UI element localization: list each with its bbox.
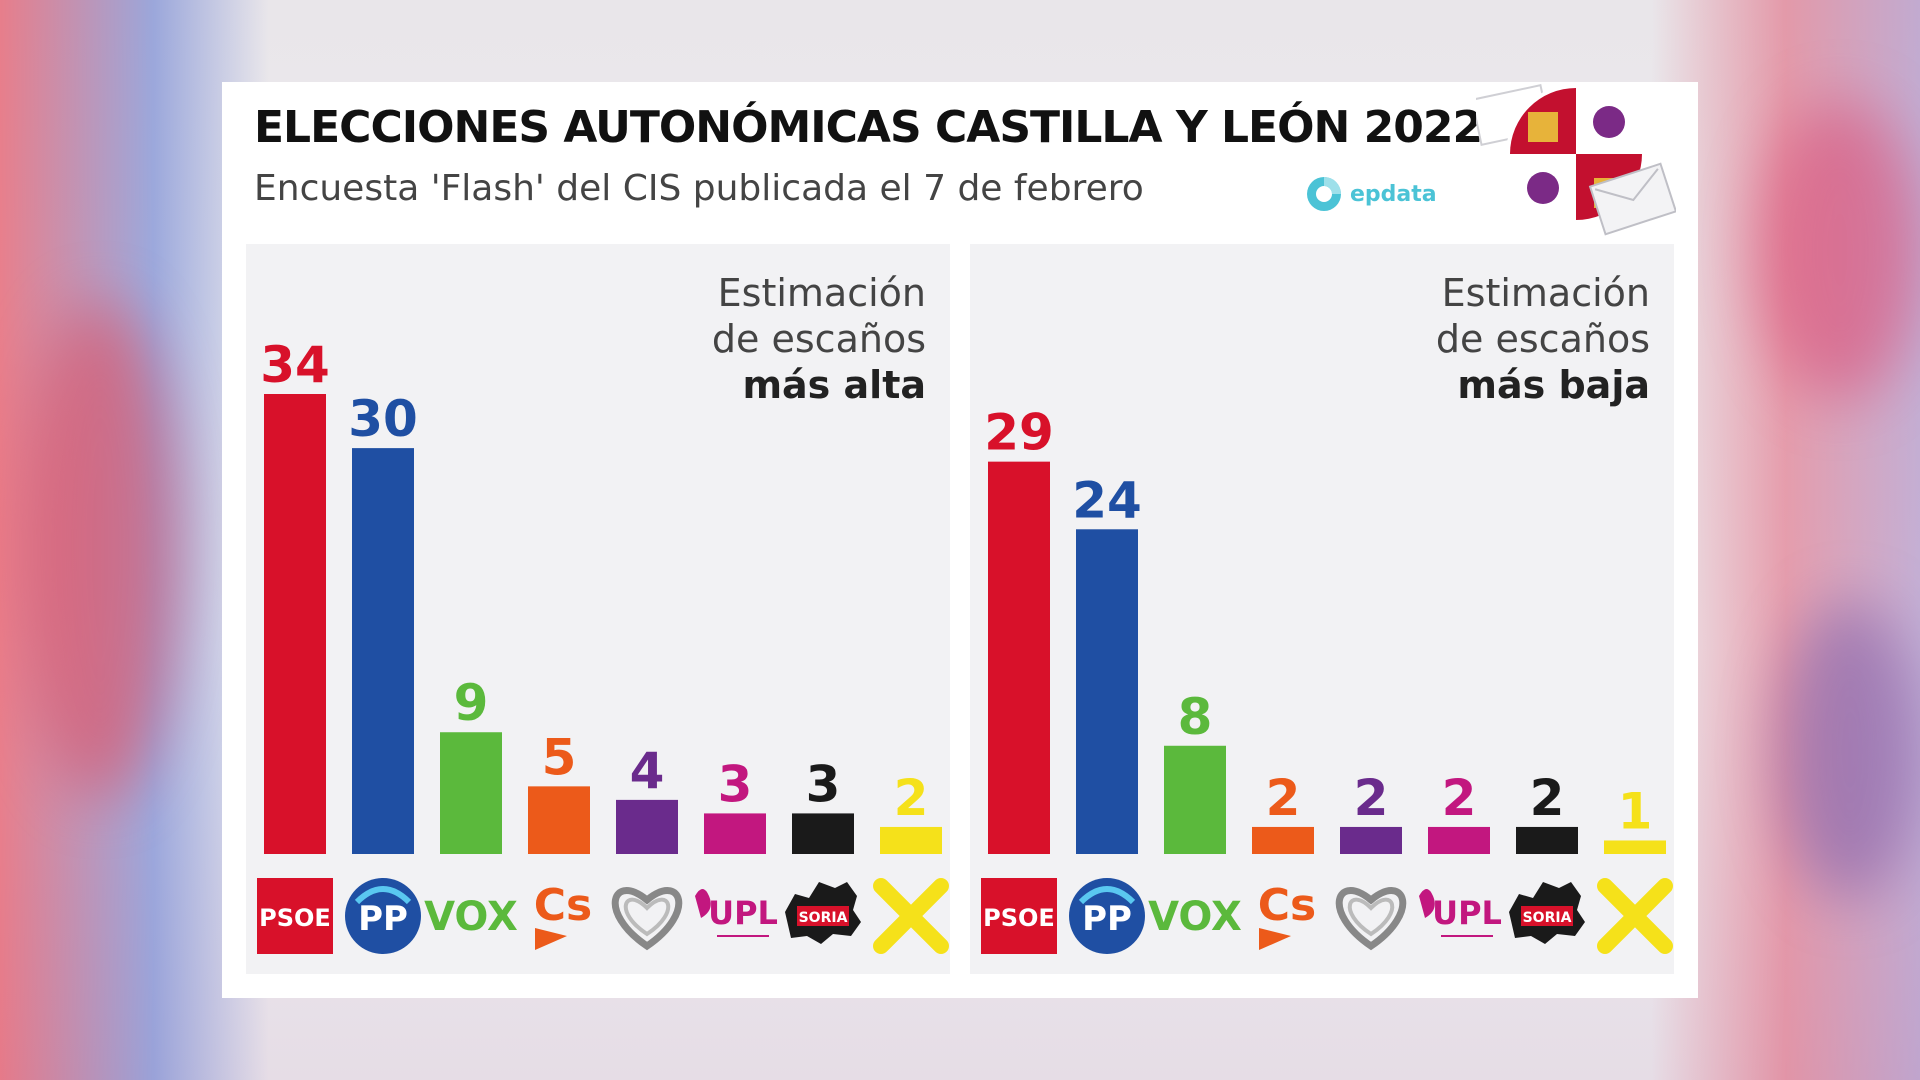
value-label-soria: 3 — [806, 755, 841, 813]
caption-line-1: Estimación — [1441, 271, 1650, 315]
bar-pp — [352, 448, 414, 854]
cs-logo-icon: Cs — [1258, 880, 1316, 950]
pp-logo-icon: PP — [1069, 878, 1145, 954]
svg-text:UPL: UPL — [1432, 894, 1502, 932]
bar-podemos — [1340, 826, 1402, 854]
value-label-podemos: 4 — [630, 742, 665, 800]
bar-xav — [880, 826, 942, 854]
soria-logo-icon: SORIA — [785, 882, 861, 944]
podemos-logo-icon — [611, 887, 683, 951]
vox-logo-icon: VOX — [424, 894, 518, 940]
chart-card: ELECCIONES AUTONÓMICAS CASTILLA Y LEÓN 2… — [222, 82, 1698, 998]
panel-caption: Estimación de escaños más baja — [1436, 270, 1650, 408]
value-label-upl: 3 — [718, 755, 753, 813]
caption-line-3: más alta — [742, 363, 926, 407]
value-label-vox: 8 — [1178, 688, 1213, 746]
psoe-logo-icon: PSOE — [981, 878, 1057, 954]
brand-name: epdata — [1350, 181, 1437, 207]
bar-vox — [440, 732, 502, 854]
upl-logo-icon: UPL — [695, 889, 778, 937]
bar-podemos — [616, 799, 678, 854]
podemos-logo-icon — [1335, 887, 1407, 951]
xav-logo-icon — [1597, 878, 1673, 954]
brand-logo: epdata — [1304, 174, 1437, 214]
bar-soria — [792, 813, 854, 854]
svg-text:PSOE: PSOE — [259, 904, 331, 932]
value-label-vox: 9 — [454, 674, 489, 732]
value-label-cs: 5 — [542, 728, 577, 786]
value-label-psoe: 34 — [260, 336, 330, 394]
bar-soria — [1516, 826, 1578, 854]
pp-logo-icon: PP — [345, 878, 421, 954]
caption-line-3: más baja — [1457, 363, 1650, 407]
castilla-leon-crest-icon — [1476, 84, 1676, 236]
bar-vox — [1164, 745, 1226, 854]
bar-xav — [1604, 840, 1666, 854]
epdata-icon — [1307, 177, 1341, 211]
panel-highest-estimate: Estimación de escaños más alta 34 PSOE 30 P… — [246, 244, 950, 974]
bar-cs — [1252, 826, 1314, 854]
svg-text:Cs: Cs — [1258, 880, 1316, 931]
soria-logo-icon: SORIA — [1509, 882, 1585, 944]
bar-upl — [1428, 826, 1490, 854]
value-label-upl: 2 — [1442, 769, 1477, 827]
xav-logo-icon — [873, 878, 949, 954]
value-label-xav: 1 — [1618, 782, 1653, 840]
upl-logo-icon: UPL — [1419, 889, 1502, 937]
svg-text:SORIA: SORIA — [799, 910, 848, 926]
panel-lowest-estimate: Estimación de escaños más baja 29 PSOE 24 P… — [970, 244, 1674, 974]
svg-text:PP: PP — [1082, 899, 1132, 939]
bar-pp — [1076, 529, 1138, 854]
caption-line-2: de escaños — [1435, 317, 1650, 361]
bar-upl — [704, 813, 766, 854]
bar-psoe — [264, 394, 326, 854]
value-label-xav: 2 — [894, 769, 929, 827]
caption-line-2: de escaños — [711, 317, 926, 361]
value-label-pp: 24 — [1072, 471, 1142, 529]
value-label-pp: 30 — [348, 390, 418, 448]
value-label-podemos: 2 — [1354, 769, 1389, 827]
svg-text:PP: PP — [358, 899, 408, 939]
panel-caption: Estimación de escaños más alta — [712, 270, 926, 408]
caption-line-1: Estimación — [717, 271, 926, 315]
svg-text:Cs: Cs — [534, 880, 592, 931]
svg-text:UPL: UPL — [708, 894, 778, 932]
bar-cs — [528, 786, 590, 854]
svg-text:VOX: VOX — [1148, 894, 1242, 940]
psoe-logo-icon: PSOE — [257, 878, 333, 954]
value-label-soria: 2 — [1530, 769, 1565, 827]
chart-title: ELECCIONES AUTONÓMICAS CASTILLA Y LEÓN 2… — [254, 102, 1483, 153]
cs-logo-icon: Cs — [534, 880, 592, 950]
vox-logo-icon: VOX — [1148, 894, 1242, 940]
svg-text:SORIA: SORIA — [1523, 910, 1572, 926]
bar-psoe — [988, 461, 1050, 854]
svg-text:VOX: VOX — [424, 894, 518, 940]
chart-subtitle: Encuesta 'Flash' del CIS publicada el 7 … — [254, 168, 1144, 209]
value-label-psoe: 29 — [984, 404, 1054, 462]
svg-text:PSOE: PSOE — [983, 904, 1055, 932]
value-label-cs: 2 — [1266, 769, 1301, 827]
